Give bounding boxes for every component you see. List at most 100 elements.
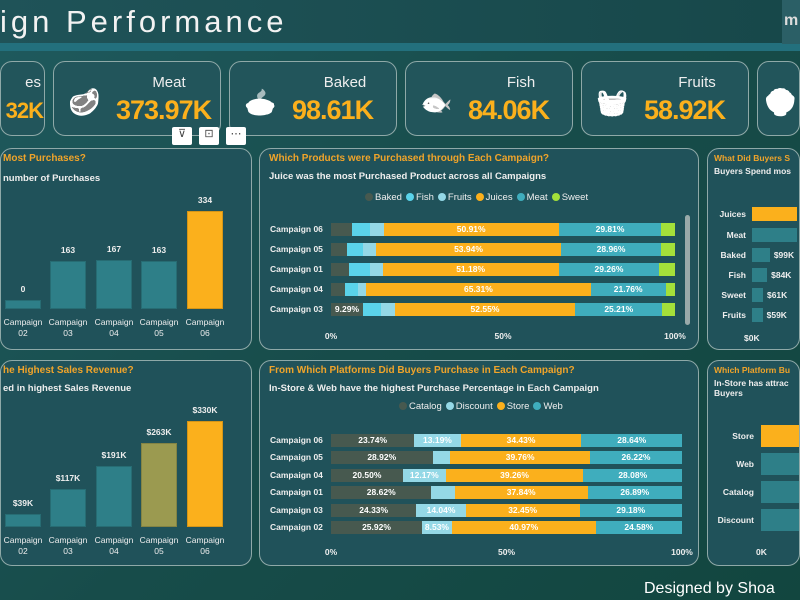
chart-title: he Highest Sales Revenue? (3, 365, 134, 376)
kpi-value: 84.06K (468, 95, 550, 125)
revenue-chart-panel: he Highest Sales Revenue? ed in highest … (0, 360, 252, 566)
chart-title: Most Purchases? (3, 153, 86, 164)
chart-title: What Did Buyers S (714, 153, 791, 163)
y-tick-label: Campaign 05 (270, 244, 323, 254)
kpi-value: 58.92K (644, 95, 726, 125)
bar-segment-meat: 25.21% (575, 303, 663, 316)
data-label: $59K (766, 310, 787, 320)
legend-item[interactable]: Fruits (437, 192, 472, 203)
bar-segment-catalog: 23.74% (331, 434, 415, 447)
legend-item[interactable]: Store (496, 401, 530, 412)
legend-label: Fish (415, 192, 434, 203)
bar (50, 261, 86, 309)
kpi-card-fish[interactable]: 🐟 Fish 84.06K (405, 61, 573, 136)
page-title: ign Performance (0, 4, 288, 39)
data-label: 163 (60, 245, 76, 256)
kpi-card-fruits[interactable]: 🧺 Fruits 58.92K (581, 61, 749, 136)
legend-item[interactable]: Juices (475, 192, 513, 203)
kpi-card-meat[interactable]: 🥩 Meat 373.97K (53, 61, 221, 136)
filter-icon[interactable]: ⊽ (172, 127, 192, 145)
chart-subtitle: number of Purchases (3, 173, 101, 184)
legend-item[interactable]: Web (533, 401, 563, 412)
chart-subtitle: ed in highest Sales Revenue (3, 383, 132, 394)
bar-segment-sweet (661, 223, 676, 236)
purchases-chart-panel: Most Purchases? number of Purchases 0 Cam… (0, 148, 252, 350)
scrollbar[interactable] (685, 215, 690, 325)
bar-segment-meat: 28.96% (561, 243, 661, 256)
more-options-icon[interactable]: ⋯ (226, 127, 246, 145)
x-tick-label: 0K (756, 547, 767, 557)
x-tick-label: Campaign 05 (139, 535, 179, 556)
bar-segment-baked (331, 283, 346, 296)
bar-segment-fruits (381, 303, 395, 316)
y-tick-label: Web (736, 459, 754, 469)
legend-swatch (533, 402, 542, 411)
x-tick-label: 50% (497, 547, 515, 557)
platforms-by-campaign-panel: From Which Platforms Did Buyers Purchase… (259, 360, 699, 566)
bar-segment-discount: 12.17% (402, 469, 446, 482)
legend-item[interactable]: Discount (445, 401, 493, 412)
y-tick-label: Campaign 06 (270, 224, 323, 234)
bar-segment-web: 26.89% (587, 486, 682, 499)
bar-segment-juices: 65.31% (366, 283, 591, 296)
y-tick-label: Baked (720, 250, 746, 260)
y-tick-label: Fish (728, 270, 746, 280)
x-tick-label: $0K (744, 333, 760, 343)
bar-segment-store: 39.76% (450, 451, 590, 464)
fish-icon: 🐟 (420, 87, 453, 117)
data-label: $191K (101, 449, 127, 460)
data-label: 0 (20, 284, 26, 295)
y-tick-label: Campaign 04 (270, 470, 323, 480)
bar-segment-juices: 50.91% (383, 223, 559, 236)
fruit-basket-icon: 🧺 (596, 87, 629, 117)
kpi-label: Fish (506, 74, 536, 91)
bar (187, 421, 223, 527)
x-tick-label: 100% (664, 331, 686, 341)
bar-segment-discount: 8.53% (421, 521, 452, 534)
bar-segment-meat: 21.76% (590, 283, 666, 296)
bar-segment-fish (362, 303, 382, 316)
bar (141, 261, 177, 309)
kpi-value: 98.61K (292, 95, 374, 125)
bar-segment-store: 37.84% (454, 486, 588, 499)
bar-segment-fruits (363, 243, 376, 256)
chart-subtitle: In-Store & Web have the highest Purchase… (269, 383, 599, 394)
data-label: 163 (151, 245, 167, 256)
kpi-card-baked[interactable]: 🥧 Baked 98.61K (229, 61, 397, 136)
bar (752, 268, 768, 282)
bar-segment-discount: 13.19% (414, 434, 461, 447)
legend-item[interactable]: Baked (365, 192, 402, 203)
legend-item[interactable]: Meat (516, 192, 548, 203)
kpi-card-sweet[interactable]: 🍚 (757, 61, 800, 136)
data-label: $39K (12, 498, 34, 509)
chart-header: What Did Buyers S Buyers Spend mos (714, 153, 796, 179)
bar (50, 489, 86, 527)
y-tick-label: Campaign 04 (270, 284, 323, 294)
data-label: 334 (197, 195, 213, 205)
y-tick-label: Store (732, 431, 754, 441)
data-label: $61K (766, 290, 788, 300)
bar-segment-baked (331, 263, 349, 276)
legend-label: Store (506, 401, 530, 412)
bar-segment-baked (331, 243, 347, 256)
chart-header: Which Platform Bu In-Store has attrac Bu… (714, 365, 796, 401)
focus-mode-icon[interactable]: ⊡ (199, 127, 219, 145)
chart-title: Which Platform Bu (714, 365, 791, 375)
x-tick-label: 0% (324, 547, 338, 557)
bar (752, 288, 763, 302)
chart-title: From Which Platforms Did Buyers Purchase… (269, 365, 575, 376)
legend-item[interactable]: Sweet (551, 192, 588, 203)
bar-segment-store: 40.97% (451, 521, 596, 534)
legend-label: Catalog (409, 401, 442, 412)
data-label: $263K (146, 426, 172, 437)
bar (752, 207, 797, 221)
pie-icon: 🥧 (244, 87, 277, 117)
bar (761, 481, 799, 503)
bar-segment-fish (351, 223, 371, 236)
legend-item[interactable]: Fish (405, 192, 434, 203)
data-label: 167 (106, 244, 122, 254)
kpi-card-es[interactable]: es 32K (0, 61, 45, 136)
x-tick-label: 0% (324, 331, 338, 341)
bar-segment-catalog: 28.62% (331, 486, 432, 499)
legend-item[interactable]: Catalog (399, 401, 442, 412)
